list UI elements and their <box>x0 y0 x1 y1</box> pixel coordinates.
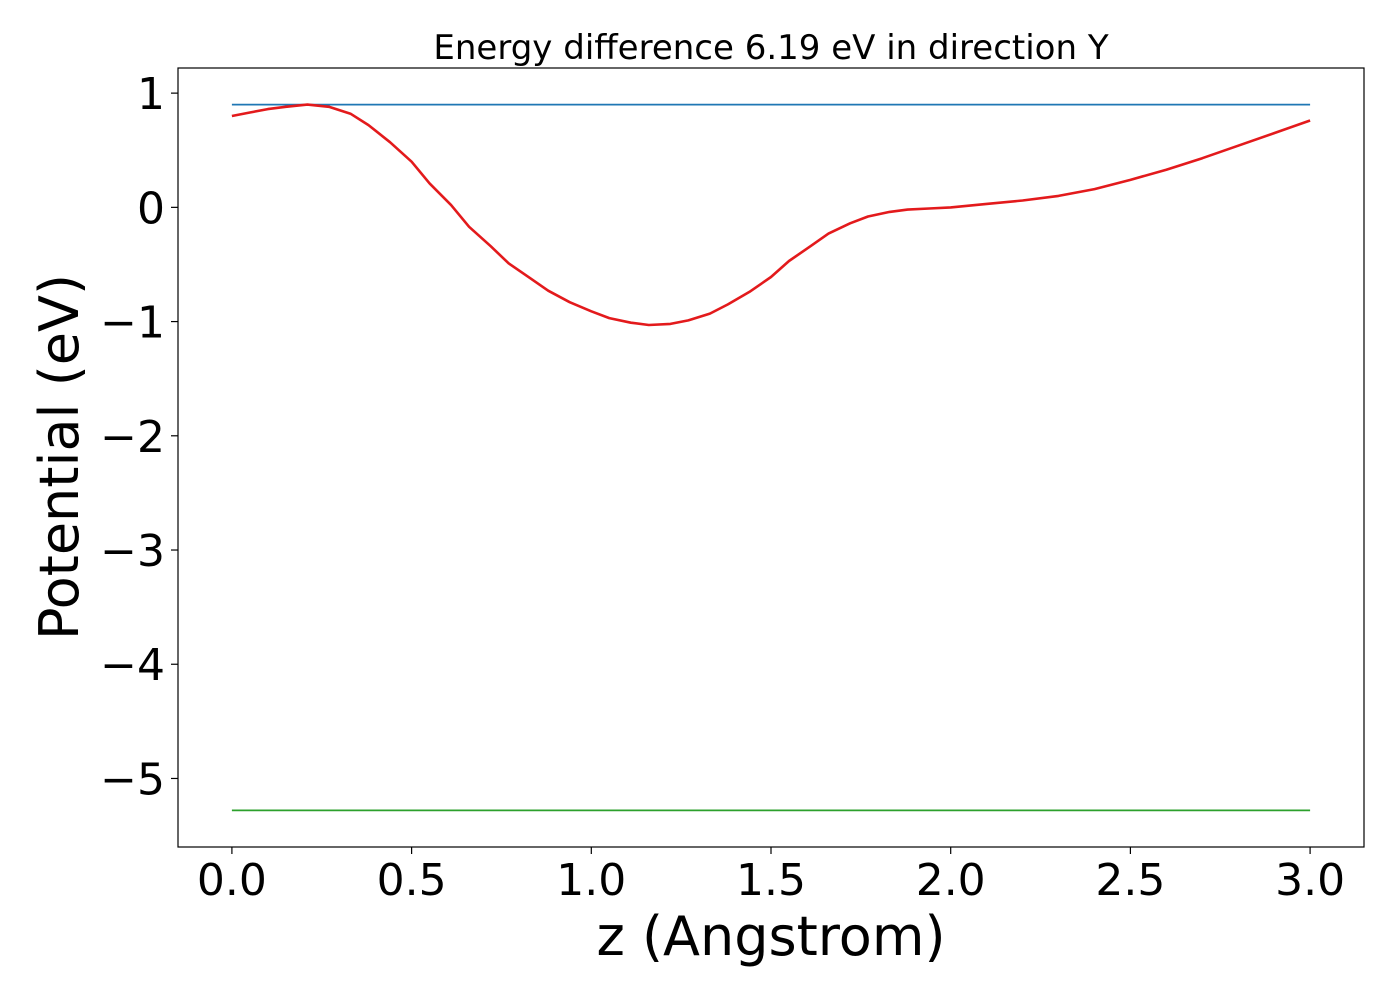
y-axis: 1 0 −1 −2 −3 −4 −5 <box>100 69 178 805</box>
y-tick-label: −4 <box>100 640 165 691</box>
x-axis-label: z (Angstrom) <box>596 905 945 968</box>
x-tick-label: 0.5 <box>377 855 447 906</box>
y-tick-label: −2 <box>100 412 165 463</box>
series-layer <box>231 103 1311 812</box>
series-line-2 <box>231 103 1311 327</box>
x-tick-label: 3.0 <box>1275 855 1345 906</box>
x-tick-label: 0.0 <box>197 855 267 906</box>
x-tick-label: 2.5 <box>1095 855 1165 906</box>
plot-frame <box>177 67 1365 848</box>
x-tick-label: 2.0 <box>916 855 986 906</box>
x-tick-label: 1.5 <box>736 855 806 906</box>
y-tick-label: 1 <box>137 69 165 120</box>
chart-title: Energy difference 6.19 eV in direction Y <box>433 28 1108 68</box>
x-tick-label: 1.0 <box>556 855 626 906</box>
y-tick-label: −1 <box>100 298 165 349</box>
y-tick-label: −3 <box>100 526 165 577</box>
y-tick-label: −5 <box>100 754 165 805</box>
x-axis: 0.0 0.5 1.0 1.5 2.0 2.5 3.0 <box>197 847 1345 906</box>
y-axis-label: Potential (eV) <box>28 274 91 640</box>
y-tick-label: 0 <box>137 183 165 234</box>
